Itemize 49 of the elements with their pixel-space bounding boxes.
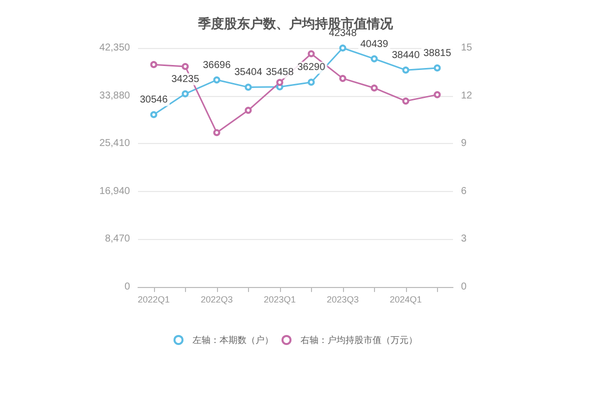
legend-label: 右轴：户均持股市值（万元） [300,335,418,345]
point [182,90,189,98]
point [213,76,220,84]
data-label: 35458 [266,66,294,78]
point [402,66,410,74]
legend-label: 左轴：本期数（户） [192,335,274,345]
y2-tick-label: 3 [461,234,467,245]
data-label: 38815 [423,48,452,59]
x-tick-label: 2022Q1 [138,294,170,304]
y-tick-label: 42,350 [99,42,130,54]
point [434,91,441,98]
y-tick-label: 25,410 [99,138,130,150]
y-tick-label: 33,880 [99,90,130,102]
x-tick-label: 2022Q3 [200,294,233,304]
point [434,64,441,72]
x-tick-label: 2023Q3 [326,294,359,304]
chart-title: 季度股东户数、户均持股市值情况 [197,16,394,31]
data-label: 36696 [202,60,232,71]
point [308,78,315,86]
data-label: 38440 [392,50,420,62]
y-tick-label: 8,470 [104,234,130,245]
y2-tick-label: 12 [461,90,473,102]
data-label: 30546 [140,94,168,106]
y2-tick-label: 0 [461,282,467,292]
point [244,84,252,91]
data-label: 35404 [234,67,263,78]
point [150,61,158,68]
data-label: 34235 [171,74,200,85]
y2-tick-label: 6 [461,186,467,197]
data-label: 42348 [328,28,358,40]
point [244,106,252,114]
point [150,111,158,118]
data-label: 40439 [360,38,389,50]
point [370,55,378,62]
y-tick-label: 16,940 [99,186,130,197]
data-label: 36290 [297,62,326,74]
y-tick-label: 0 [124,282,130,292]
point [402,98,410,105]
y2-tick-label: 9 [461,138,467,150]
point [308,50,315,58]
point [339,44,346,52]
y2-tick-label: 15 [461,42,473,54]
point [213,129,220,136]
point [339,74,346,82]
point [276,78,284,86]
point [370,84,378,92]
point [182,62,189,70]
x-tick-label: 2024Q1 [390,294,422,304]
x-tick-label: 2023Q1 [264,294,296,304]
